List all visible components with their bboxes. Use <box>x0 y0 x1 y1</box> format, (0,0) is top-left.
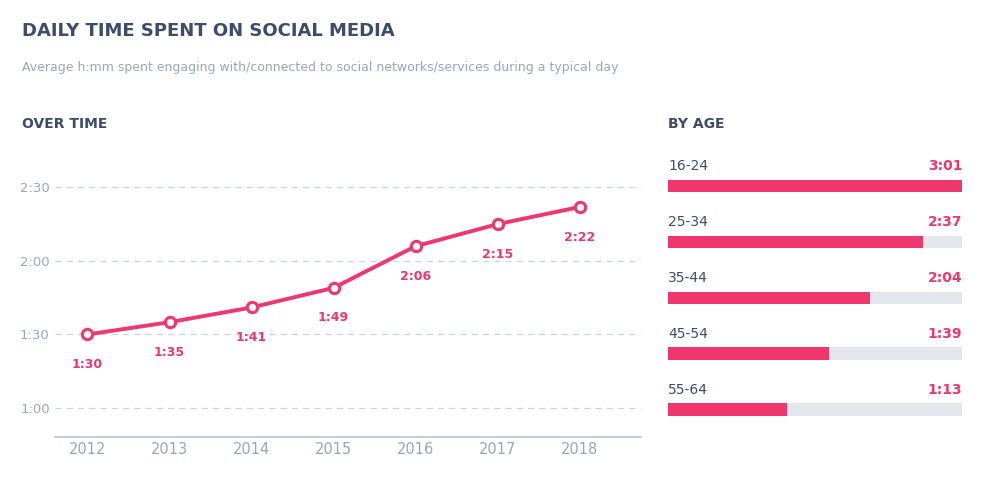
Point <box>80 330 95 338</box>
Point <box>572 203 587 211</box>
Text: 25-34: 25-34 <box>668 215 708 229</box>
Bar <box>668 180 962 192</box>
Text: OVER TIME: OVER TIME <box>22 117 107 131</box>
Bar <box>668 236 962 248</box>
Bar <box>668 347 829 360</box>
Text: 2:06: 2:06 <box>400 270 431 283</box>
Text: 1:35: 1:35 <box>154 346 185 359</box>
Text: 3:01: 3:01 <box>927 159 962 173</box>
Point <box>244 304 259 312</box>
Bar <box>668 292 870 304</box>
Text: 2:37: 2:37 <box>927 215 962 229</box>
Bar <box>668 180 962 192</box>
Point <box>162 318 178 326</box>
Bar <box>668 403 786 416</box>
Bar <box>668 403 962 416</box>
Text: 1:49: 1:49 <box>318 312 349 325</box>
Text: 1:13: 1:13 <box>927 382 962 397</box>
Text: BY AGE: BY AGE <box>668 117 725 131</box>
Text: 2:22: 2:22 <box>564 230 595 243</box>
Text: 2:04: 2:04 <box>927 271 962 285</box>
Text: Average h:mm spent engaging with/connected to social networks/services during a : Average h:mm spent engaging with/connect… <box>22 61 618 74</box>
Text: 16-24: 16-24 <box>668 159 708 173</box>
Text: 2:15: 2:15 <box>482 248 513 261</box>
Text: 1:39: 1:39 <box>927 327 962 341</box>
Point <box>326 284 342 292</box>
Point <box>490 220 506 228</box>
Bar <box>668 236 923 248</box>
Text: 45-54: 45-54 <box>668 327 708 341</box>
Point <box>408 243 423 250</box>
Text: 1:30: 1:30 <box>72 358 103 371</box>
Text: 55-64: 55-64 <box>668 382 708 397</box>
Bar <box>668 347 962 360</box>
Text: DAILY TIME SPENT ON SOCIAL MEDIA: DAILY TIME SPENT ON SOCIAL MEDIA <box>22 22 395 40</box>
Text: 1:41: 1:41 <box>236 331 267 344</box>
Text: 35-44: 35-44 <box>668 271 708 285</box>
Bar <box>668 292 962 304</box>
